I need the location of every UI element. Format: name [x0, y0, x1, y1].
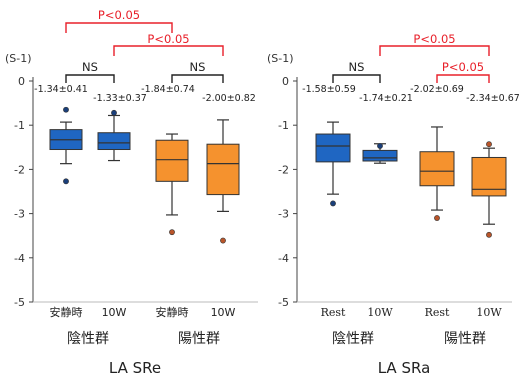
box-value-label: -2.00±0.82 — [202, 93, 256, 104]
box-body — [97, 132, 131, 151]
comparison-label: NS — [190, 60, 206, 74]
y-tick-label: -5 — [14, 296, 25, 309]
comparison-bracket: NS — [171, 60, 224, 83]
outlier-point — [434, 215, 440, 221]
bracket-line — [379, 45, 490, 56]
bracket-line — [332, 74, 381, 83]
outlier-point — [330, 200, 336, 207]
bracket-line — [65, 22, 173, 33]
comparison-label: NS — [349, 60, 365, 74]
comparison-label: NS — [82, 60, 98, 74]
outlier-point — [377, 143, 383, 149]
y-tick-label: -4 — [14, 252, 25, 265]
y-tick-label: -5 — [278, 296, 289, 309]
x-tick-label: 10W — [211, 306, 236, 319]
comparison-bracket: P<0.05 — [436, 60, 490, 83]
y-tick-label: -3 — [14, 208, 25, 221]
outlier-point — [486, 141, 492, 148]
box-value-label: -1.33±0.37 — [93, 93, 147, 104]
x-tick-label: 10W — [102, 306, 127, 319]
outlier-point — [220, 237, 226, 244]
box-body — [206, 143, 240, 196]
outlier-point — [486, 231, 492, 238]
box-value-label: -2.34±0.67 — [466, 93, 520, 104]
box-value-label: -2.02±0.69 — [410, 84, 464, 95]
box-2: -2.02±0.69 — [410, 84, 464, 221]
x-tick-label: Rest — [321, 306, 346, 319]
comparison-label: P<0.05 — [147, 32, 189, 46]
chart-title: LA SRa — [378, 359, 431, 377]
chart-title: LA SRe — [109, 359, 161, 377]
box-value-label: -1.34±0.41 — [34, 84, 88, 95]
box-body — [419, 151, 455, 187]
chart-panel-la-sra: 0 -1 -2 -3 -4 -5 (S-1) -1.58±0.59-1.74±0.21-2.0… — [267, 32, 520, 377]
x-tick-label: Rest — [425, 306, 450, 319]
comparison-label: P<0.05 — [413, 32, 455, 46]
box-3: -2.00±0.82 — [202, 93, 256, 244]
comparison-bracket: NS — [332, 60, 381, 83]
box-value-label: -1.84±0.74 — [141, 84, 195, 95]
group-label: 陰性群 — [332, 331, 374, 347]
bracket-line — [113, 45, 224, 56]
group-label: 陰性群 — [67, 331, 109, 347]
box-body — [362, 149, 398, 162]
outlier-point — [63, 178, 69, 185]
y-axis-label: (S-1) — [267, 52, 294, 65]
box-body — [155, 139, 189, 182]
x-tick-label: 安静時 — [50, 305, 83, 319]
y-tick-label: -3 — [278, 208, 289, 221]
x-tick-label: 10W — [476, 306, 502, 319]
y-tick-label: -4 — [278, 252, 289, 265]
y-tick-label: 0 — [18, 75, 25, 88]
box-value-label: -1.74±0.21 — [359, 93, 413, 104]
comparison-bracket: P<0.05 — [65, 8, 173, 33]
box-2: -1.84±0.74 — [141, 84, 195, 236]
comparison-label: P<0.05 — [442, 60, 484, 74]
group-label: 陽性群 — [444, 331, 486, 347]
y-tick-label: -2 — [14, 163, 25, 176]
y-tick-label: 0 — [282, 75, 289, 88]
box-0: -1.34±0.41 — [34, 84, 88, 185]
y-tick-label: -2 — [278, 163, 289, 176]
bracket-line — [171, 74, 224, 83]
box-body — [315, 133, 351, 163]
box-1: -1.74±0.21 — [359, 93, 413, 164]
outlier-point — [111, 109, 117, 116]
outlier-point — [169, 229, 175, 236]
box-0: -1.58±0.59 — [302, 84, 356, 207]
box-1: -1.33±0.37 — [93, 93, 147, 162]
y-axis-label: (S-1) — [5, 52, 32, 65]
box-3: -2.34±0.67 — [466, 93, 520, 238]
comparison-label: P<0.05 — [98, 8, 140, 22]
chart-panel-la-sre: 0 -1 -2 -3 -4 -5 (S-1) -1.34±0.41 -1.33±0.37-1.8… — [5, 8, 258, 377]
x-tick-label: 安静時 — [156, 305, 189, 319]
comparison-bracket: NS — [65, 60, 115, 83]
x-tick-label: 10W — [367, 306, 393, 319]
bracket-line — [65, 74, 115, 83]
group-label: 陽性群 — [178, 331, 220, 347]
box-body — [471, 156, 507, 197]
comparison-bracket: P<0.05 — [113, 32, 224, 56]
y-tick-label: -1 — [278, 119, 289, 132]
comparison-bracket: P<0.05 — [379, 32, 490, 56]
outlier-point — [63, 106, 69, 113]
box-value-label: -1.58±0.59 — [302, 84, 356, 95]
y-tick-label: -1 — [14, 119, 25, 132]
bracket-line — [436, 74, 490, 83]
